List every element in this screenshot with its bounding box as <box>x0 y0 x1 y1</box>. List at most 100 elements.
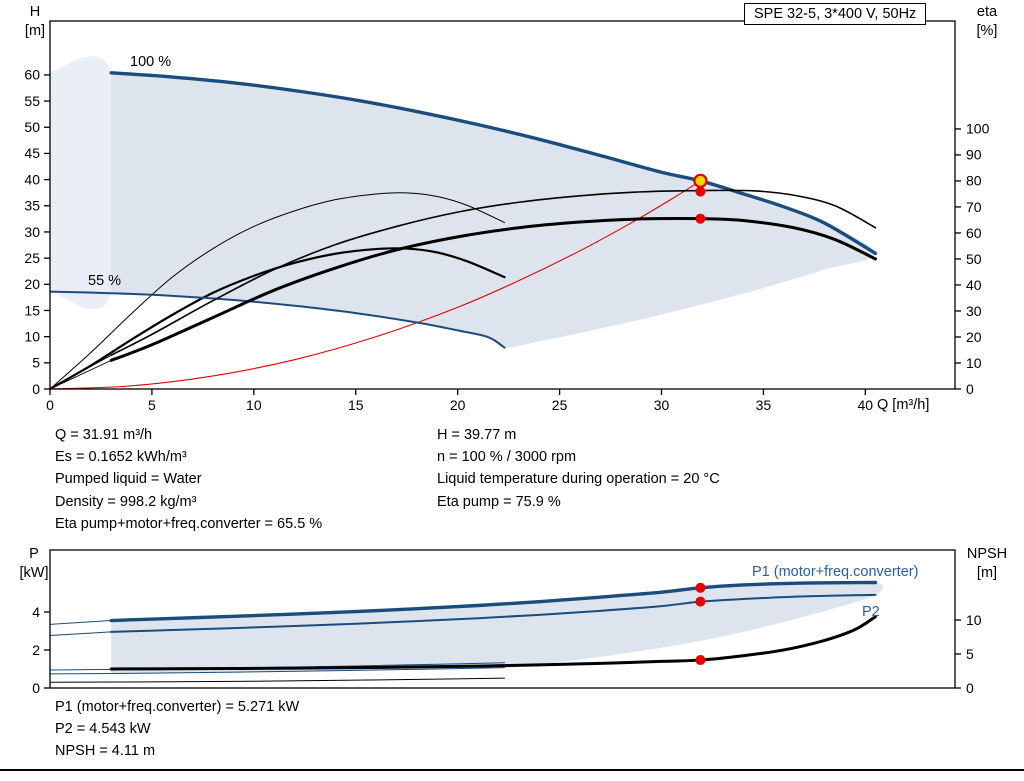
annotation-specific-energy: Es = 0.1652 kWh/m³ <box>55 449 187 466</box>
annotation-density: Density = 998.2 kg/m³ <box>55 493 197 510</box>
x-tick-label: 30 <box>654 397 670 413</box>
operating-envelope <box>111 72 876 348</box>
eta-axis-label: eta [%] <box>962 3 1012 41</box>
p1-100 <box>109 580 878 623</box>
speed-55-label: 55 % <box>88 273 121 289</box>
h-axis-label: H [m] <box>12 3 58 41</box>
x-tick-label: 35 <box>756 397 772 413</box>
eta-total-100 <box>109 216 878 362</box>
x-tick-label: 20 <box>450 397 466 413</box>
annotation-eta-pump: Eta pump = 75.9 % <box>437 493 561 510</box>
y-right-tick-label: 90 <box>966 147 982 163</box>
y-left-tick-label: 60 <box>24 67 40 83</box>
duty-point-p2 <box>695 596 706 607</box>
y-left-tick-label: 20 <box>24 276 40 292</box>
y-right-tick-label: 5 <box>966 646 974 662</box>
npsh-100 <box>109 615 878 671</box>
annotation-p1: P1 (motor+freq.converter) = 5.271 kW <box>55 699 300 715</box>
y-right-tick-label: 50 <box>966 251 982 267</box>
y-right-tick-label: 0 <box>966 680 974 696</box>
annotation-p2: P2 = 4.543 kW <box>55 721 151 738</box>
duty-info-right-column: H = 39.77 m n = 100 % / 3000 rpm Liquid … <box>437 424 720 513</box>
p-axis-label-unit: [kW] <box>19 565 49 581</box>
y-left-tick-label: 55 <box>24 93 40 109</box>
power-npsh-chart-frame <box>49 549 956 689</box>
y-left-tick-label: 5 <box>32 355 40 371</box>
y-left-tick-label: 15 <box>24 302 40 318</box>
y-left-tick-label: 10 <box>24 328 40 344</box>
y-left-tick-label: 40 <box>24 171 40 187</box>
low-flow-region <box>50 56 119 310</box>
npsh-axis-label: NPSH [m] <box>955 545 1019 583</box>
annotation-head: H = 39.77 m <box>437 427 517 443</box>
npsh-axis-label-unit: [m] <box>976 565 998 581</box>
y-left-tick-label: 30 <box>24 224 40 240</box>
y-left-tick-label: 35 <box>24 198 40 214</box>
speed-100-label: 100 % <box>130 54 171 70</box>
h-axis-label-unit: [m] <box>24 23 46 39</box>
npsh-55 <box>50 677 506 683</box>
y-right-tick-label: 80 <box>966 173 982 189</box>
power-npsh-chart: 0 2 4 0 5 10 P1 (motor+freq.converter) P2 <box>32 549 982 696</box>
y-left-tick-label: 50 <box>24 119 40 135</box>
x-tick-label: 40 <box>858 397 874 413</box>
p2-100 <box>110 593 877 633</box>
y-right-tick-label: 10 <box>966 612 982 628</box>
duty-point-npsh <box>695 655 706 666</box>
p-axis-label-symbol: P <box>29 546 39 562</box>
eta-total-55 <box>50 247 506 389</box>
qh-eta-chart-frame <box>49 20 956 390</box>
qh-eta-chart: 0 5 10 15 20 25 30 35 40 0 5 10 15 20 25 30 35 40 45 50 55 60… <box>24 20 990 413</box>
y-left-tick-label: 0 <box>32 381 40 397</box>
footer-divider <box>0 769 1024 771</box>
duty-point-p1 <box>695 582 706 593</box>
y-right-tick-label: 0 <box>966 381 974 397</box>
y-right-tick-label: 100 <box>966 121 990 137</box>
p-axis-label: P [kW] <box>8 545 60 583</box>
p2-curve-label: P2 <box>862 604 880 620</box>
y-left-tick-label: 25 <box>24 250 40 266</box>
power-info-column: P1 (motor+freq.converter) = 5.271 kW P2 … <box>55 696 299 763</box>
npsh-axis-label-symbol: NPSH <box>966 546 1008 562</box>
p1-100-leadin <box>50 620 112 625</box>
eta-pump-100 <box>110 189 877 356</box>
y-right-tick-label: 20 <box>966 329 982 345</box>
eta-axis-label-symbol: eta <box>976 4 998 20</box>
annotation-eta-total: Eta pump+motor+freq.converter = 65.5 % <box>55 515 323 532</box>
x-tick-label: 25 <box>552 397 568 413</box>
annotation-pumped-liquid: Pumped liquid = Water <box>55 471 202 488</box>
pump-title-box: SPE 32-5, 3*400 V, 50Hz <box>744 3 927 25</box>
x-tick-label: 5 <box>148 397 156 413</box>
p2-55 <box>50 667 506 675</box>
system-curve <box>50 180 701 389</box>
y-left-tick-label: 4 <box>32 604 40 620</box>
y-right-tick-label: 70 <box>966 199 982 215</box>
q-axis-label: Q [m³/h] <box>877 397 930 413</box>
y-right-tick-label: 30 <box>966 303 982 319</box>
x-tick-label: 10 <box>246 397 262 413</box>
duty-point-qh <box>693 173 708 188</box>
y-left-tick-label: 45 <box>24 145 40 161</box>
duty-info-left-column: Q = 31.91 m³/h Es = 0.1652 kWh/m³ Pumped… <box>55 424 322 535</box>
y-left-tick-label: 2 <box>32 642 40 658</box>
duty-point-eta-pump <box>695 186 706 197</box>
y-right-tick-label: 40 <box>966 277 982 293</box>
p1-curve-label: P1 (motor+freq.converter) <box>752 564 918 580</box>
annotation-liquid-temperature: Liquid temperature during operation = 20… <box>437 471 720 488</box>
annotation-speed: n = 100 % / 3000 rpm <box>437 449 577 466</box>
x-tick-label: 0 <box>46 397 54 413</box>
annotation-flow: Q = 31.91 m³/h <box>55 427 153 443</box>
y-right-tick-label: 10 <box>966 355 982 371</box>
power-envelope <box>111 581 884 674</box>
eta-axis-label-unit: [%] <box>976 23 998 39</box>
x-tick-label: 15 <box>348 397 364 413</box>
h-axis-label-symbol: H <box>29 4 41 20</box>
p2-100-leadin <box>50 631 112 637</box>
qh-curve-55 <box>50 290 506 349</box>
y-right-tick-label: 60 <box>966 225 982 241</box>
qh-curve-100 <box>109 71 878 256</box>
y-left-tick-label: 0 <box>32 680 40 696</box>
eta-pump-55 <box>50 192 506 389</box>
